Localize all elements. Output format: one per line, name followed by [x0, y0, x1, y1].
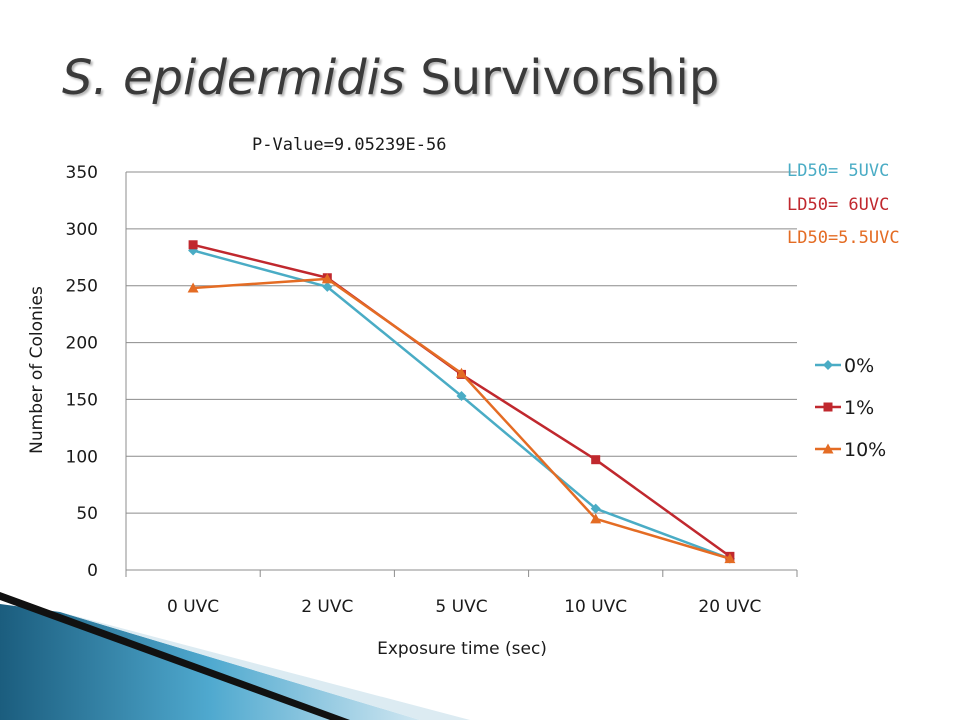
- x-tick-label: 10 UVC: [564, 597, 627, 617]
- slide-title: S. epidermidis Survivorship: [62, 50, 719, 106]
- x-axis-label: Exposure time (sec): [377, 639, 547, 659]
- data-point: [590, 503, 601, 514]
- y-tick-labels: 0 50 100 150 200 250 300 350: [66, 163, 98, 581]
- legend-marker: [822, 443, 834, 454]
- legend-item: 10%: [815, 439, 886, 461]
- data-point: [322, 281, 333, 292]
- series-10pct: [187, 273, 736, 564]
- gridlines: [126, 171, 797, 514]
- y-tick-label: 250: [66, 277, 98, 297]
- series-line: [192, 249, 731, 560]
- x-tick-label: 2 UVC: [301, 597, 353, 617]
- legend-label: 10%: [844, 439, 886, 461]
- ld50-annotation-2: LD50=5.5UVC: [787, 228, 900, 248]
- x-tick-label: 20 UVC: [698, 597, 761, 617]
- data-point: [456, 367, 467, 378]
- legend-item: 1%: [815, 397, 874, 419]
- title-species: S. epidermidis: [62, 50, 405, 106]
- data-point: [321, 273, 333, 284]
- ld50-annotation-0: LD50= 5UVC: [787, 161, 890, 181]
- legend-item: 0%: [815, 355, 874, 377]
- data-point: [188, 240, 198, 250]
- y-tick-label: 350: [66, 163, 98, 183]
- data-point: [590, 513, 602, 524]
- data-point: [724, 553, 736, 564]
- x-tick-labels: 0 UVC 2 UVC 5 UVC 10 UVC 20 UVC: [167, 597, 761, 617]
- data-point: [187, 282, 199, 293]
- axes: [125, 172, 798, 577]
- ld50-annotation-1: LD50= 6UVC: [787, 195, 890, 215]
- y-axis-label: Number of Colonies: [27, 286, 47, 454]
- p-value-annotation: P-Value=9.05239E-56: [252, 135, 447, 155]
- title-text: Survivorship: [420, 50, 720, 106]
- x-tick-label: 5 UVC: [435, 597, 487, 617]
- legend-label: 0%: [844, 355, 874, 377]
- decorative-swoosh: [0, 592, 470, 720]
- x-tick-label: 0 UVC: [167, 597, 219, 617]
- legend-marker: [823, 402, 833, 412]
- series-line: [193, 277, 731, 560]
- y-tick-label: 0: [87, 561, 98, 581]
- y-tick-label: 100: [66, 447, 98, 467]
- y-tick-label: 300: [66, 220, 98, 240]
- y-tick-label: 50: [76, 504, 98, 524]
- legend: 0% 1% 10%: [815, 355, 886, 461]
- series-0pct: [188, 245, 735, 564]
- data-point: [456, 391, 467, 402]
- legend-label: 1%: [844, 397, 874, 419]
- y-tick-label: 200: [66, 334, 98, 354]
- data-point: [591, 455, 601, 465]
- series-lines: [187, 240, 736, 564]
- legend-marker: [823, 360, 833, 370]
- y-tick-label: 150: [66, 390, 98, 410]
